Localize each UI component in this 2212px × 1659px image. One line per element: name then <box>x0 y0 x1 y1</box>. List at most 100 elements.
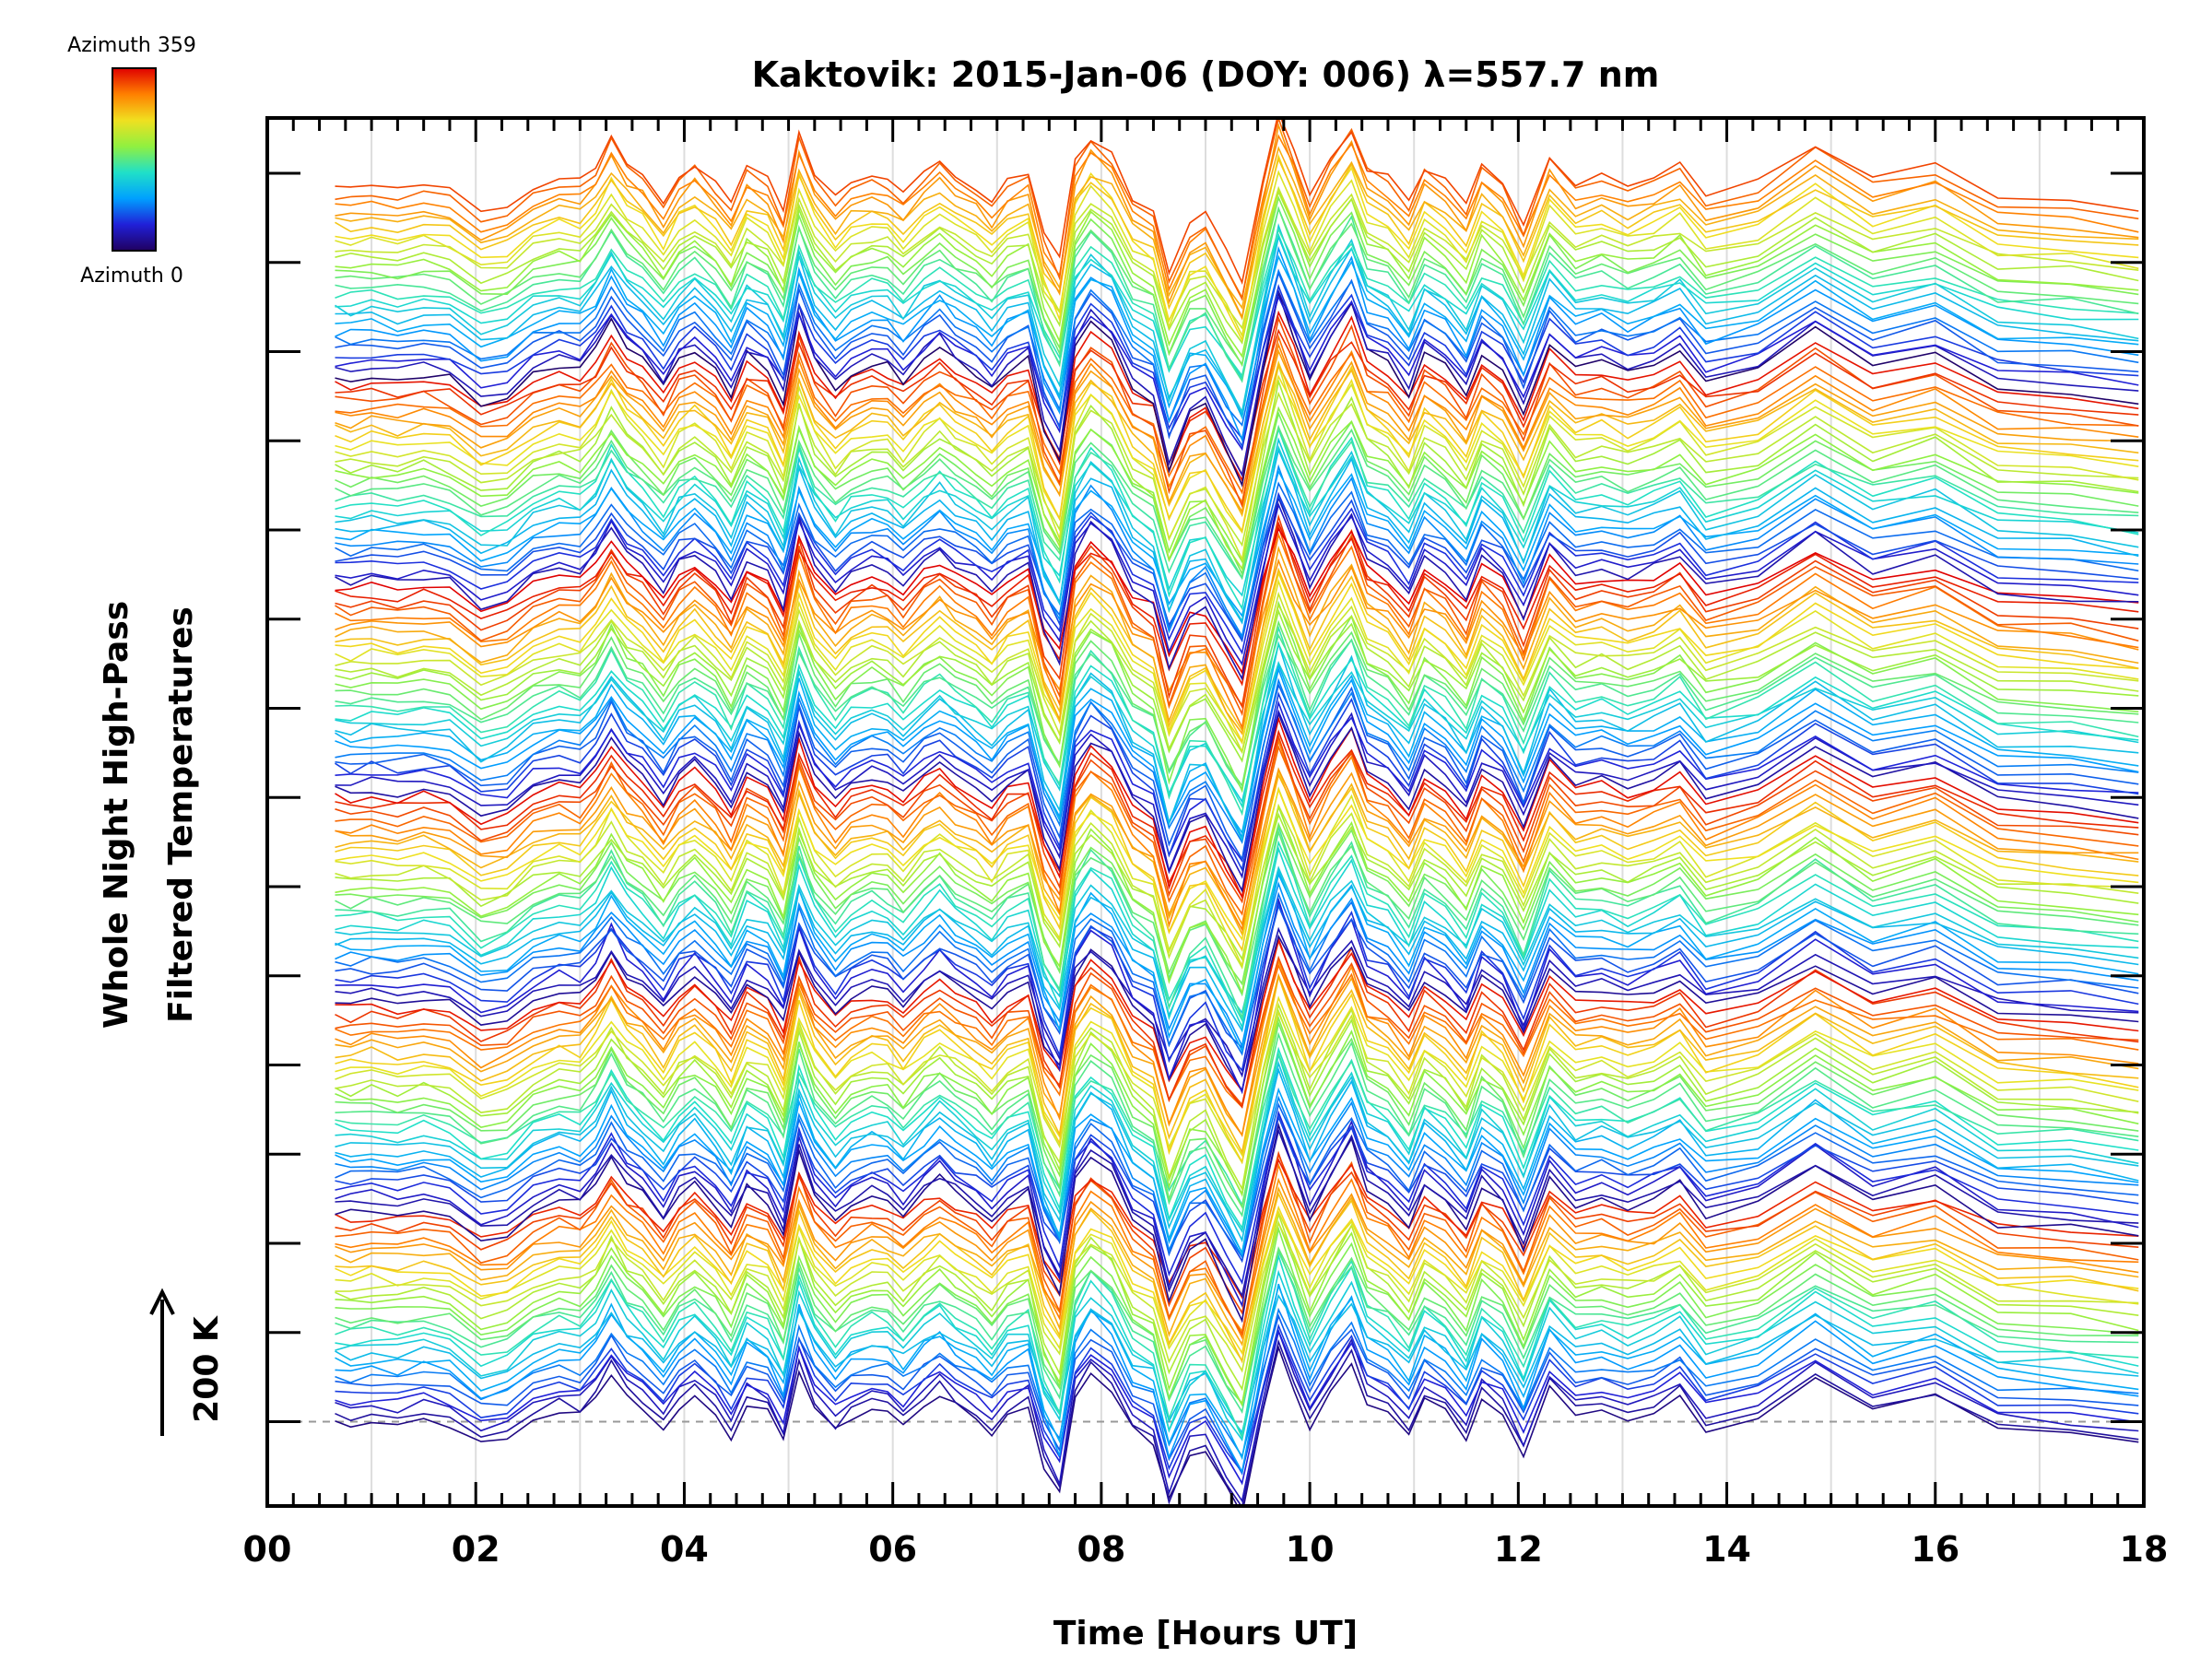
x-tick-label: 18 <box>2120 1529 2169 1570</box>
y-axis-label-line1: Whole Night High-Pass <box>98 601 135 1029</box>
series-line <box>335 1150 2139 1315</box>
series-line <box>335 1338 2139 1506</box>
x-tick-label: 06 <box>868 1529 917 1570</box>
series-line <box>335 1095 2139 1259</box>
series-line <box>335 1221 2139 1373</box>
series-line <box>335 571 2139 745</box>
series-line <box>335 270 2139 449</box>
series-line <box>335 868 2139 1033</box>
series-line <box>335 737 2139 932</box>
series-line <box>335 232 2139 381</box>
x-tick-label: 12 <box>1494 1529 1543 1570</box>
series-line <box>335 315 2139 509</box>
series-line <box>335 963 2139 1109</box>
series-line <box>335 1283 2139 1475</box>
series-line <box>335 1313 2139 1476</box>
colorbar-ramp <box>112 67 157 252</box>
chart-title: Kaktovik: 2015-Jan-06 (DOY: 006) λ=557.7… <box>752 54 1660 95</box>
series-line <box>335 1113 2139 1264</box>
series-line <box>335 1162 2139 1340</box>
series-line <box>335 268 2139 428</box>
series-line <box>335 1186 2139 1347</box>
series-line <box>335 1211 2139 1392</box>
series-line <box>335 294 2139 452</box>
series-line <box>335 691 2139 872</box>
series-line <box>335 1067 2139 1256</box>
series-line <box>335 122 2139 320</box>
series-line <box>335 840 2139 1023</box>
series-line <box>335 934 2139 1093</box>
series-line <box>335 955 2139 1107</box>
colorbar-bottom-label: Azimuth 0 <box>80 265 183 288</box>
colorbar: Azimuth 359 Azimuth 0 <box>67 34 196 288</box>
y-axis-label-line2: Filtered Temperatures <box>162 606 200 1023</box>
series-line <box>335 374 2139 535</box>
series-line <box>335 254 2139 418</box>
series-line <box>335 411 2139 576</box>
series-line <box>335 359 2139 534</box>
series-line <box>335 1328 2139 1503</box>
series-line <box>335 195 2139 368</box>
series-line <box>335 1323 2139 1475</box>
series-line <box>335 677 2139 844</box>
series-line <box>335 1293 2139 1435</box>
series-line <box>335 426 2139 611</box>
x-axis-label: Time [Hours UT] <box>1053 1615 1358 1653</box>
series-line <box>335 1060 2139 1243</box>
series-line <box>335 1249 2139 1414</box>
x-tick-label: 00 <box>243 1529 292 1570</box>
series-line <box>335 134 2139 300</box>
x-tick-label: 10 <box>1286 1529 1335 1570</box>
series-line <box>335 660 2139 804</box>
x-tick-labels: 00 02 04 06 08 10 12 14 16 18 <box>243 1529 2169 1570</box>
series-line <box>335 846 2139 1030</box>
series-line <box>335 591 2139 754</box>
series-line <box>335 938 2139 1109</box>
series-line <box>335 1209 2139 1363</box>
series-line <box>335 633 2139 792</box>
series-line <box>335 734 2139 904</box>
x-tick-label: 02 <box>452 1529 500 1570</box>
series-line <box>335 118 2139 286</box>
series-line <box>335 900 2139 1073</box>
series-line <box>335 495 2139 681</box>
scale-indicator: 200 K <box>149 1288 226 1436</box>
series-line <box>335 1031 2139 1218</box>
series-line <box>335 821 2139 986</box>
series-line <box>335 891 2139 1056</box>
scale-arrow-head <box>149 1288 175 1315</box>
series-line <box>335 666 2139 840</box>
plot-area <box>265 116 2146 1508</box>
series-line <box>335 1110 2139 1286</box>
series-line <box>335 641 2139 842</box>
series-line <box>335 1015 2139 1197</box>
series-line <box>335 812 2139 961</box>
series-line <box>335 406 2139 564</box>
series-line <box>335 526 2139 675</box>
x-tick-label: 04 <box>660 1529 709 1570</box>
series-line <box>335 342 2139 504</box>
series-line <box>335 715 2139 900</box>
series-line <box>335 234 2139 420</box>
series-line <box>335 1114 2139 1308</box>
series-line <box>335 362 2139 562</box>
series-line <box>335 1345 2139 1506</box>
x-tick-label: 08 <box>1077 1529 1125 1570</box>
series-line <box>335 1010 2139 1165</box>
series-line <box>335 959 2139 1137</box>
x-tick-label: 14 <box>1702 1529 1751 1570</box>
series-line <box>335 1247 2139 1441</box>
series-line <box>335 897 2139 1095</box>
series-line <box>335 424 2139 581</box>
plot-frame <box>265 116 2146 1508</box>
series-line <box>335 502 2139 666</box>
series-line <box>335 206 2139 367</box>
series-line <box>335 682 2139 862</box>
series-line <box>335 903 2139 1050</box>
series-line <box>335 545 2139 735</box>
series-line <box>335 662 2139 835</box>
series-line <box>335 744 2139 916</box>
series-line <box>335 494 2139 643</box>
series-layer <box>335 118 2139 1506</box>
